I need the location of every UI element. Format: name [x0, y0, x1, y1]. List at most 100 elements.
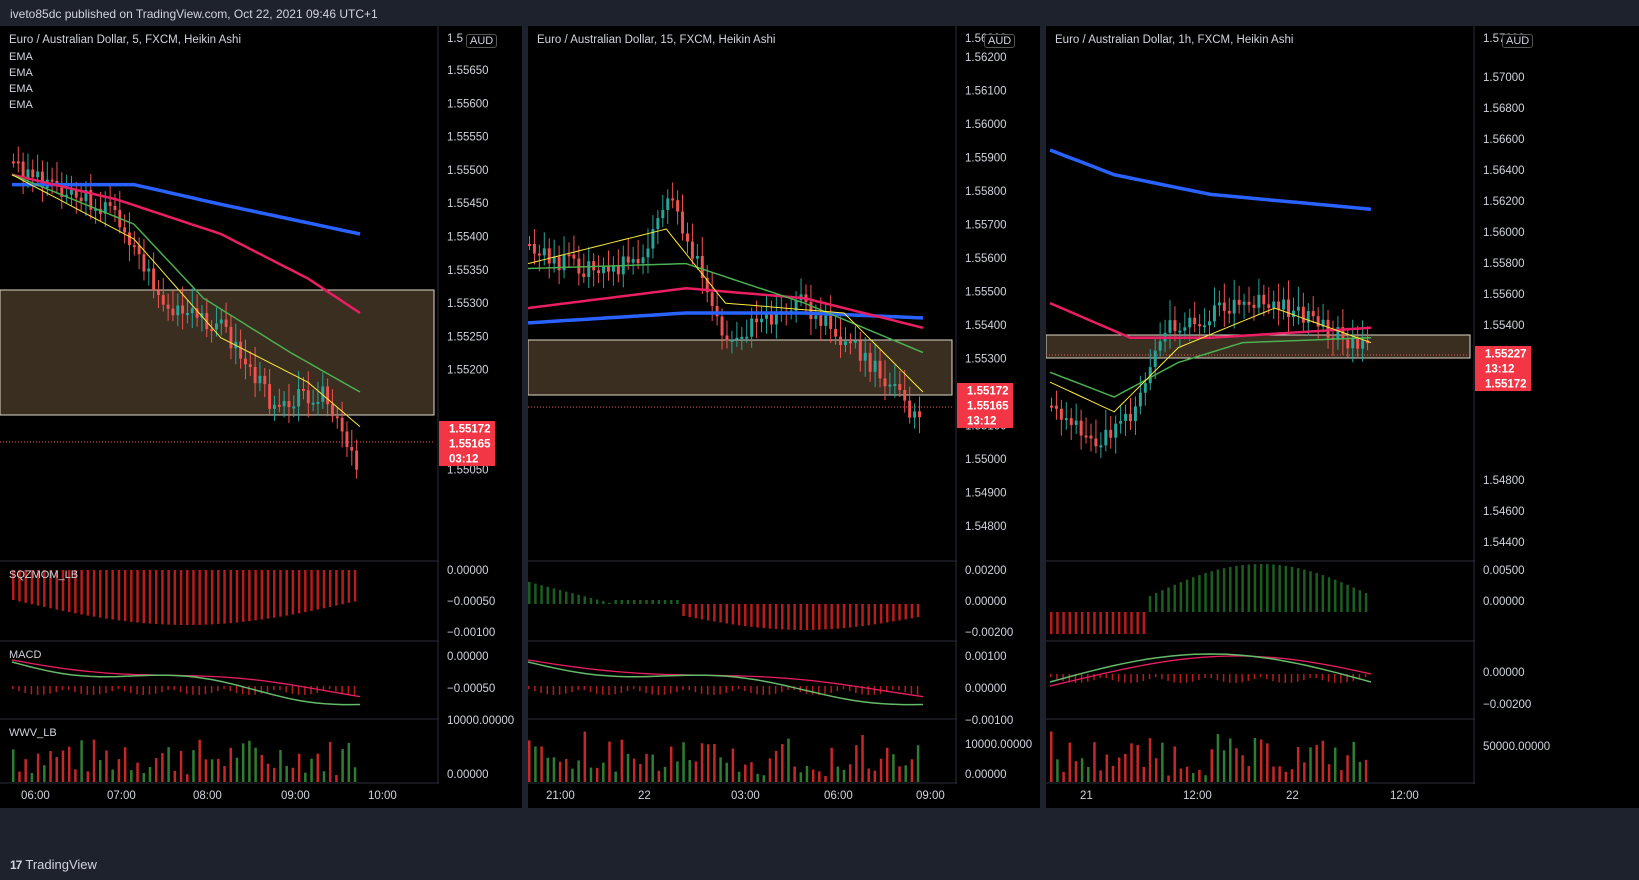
- candle-body: [253, 367, 257, 384]
- volume-bar: [186, 774, 189, 782]
- macd-bar: [86, 686, 89, 695]
- sqz-tick: 0.00000: [1483, 596, 1525, 608]
- price-badge-bg: [439, 451, 495, 466]
- currency-label[interactable]: AUD: [984, 34, 1016, 48]
- candle-body: [814, 315, 818, 319]
- time-tick: 12:00: [1183, 790, 1212, 802]
- indicator-label-sqz[interactable]: SQZMOM_LB: [9, 569, 79, 581]
- candle-body: [1074, 420, 1078, 425]
- macd-bar: [1179, 674, 1182, 683]
- candle-body: [557, 256, 561, 271]
- price-tick: 1.55550: [447, 132, 489, 144]
- macd-bar: [1185, 674, 1188, 683]
- candle-body: [1311, 311, 1315, 317]
- price-badge-text: 1.55172: [1485, 379, 1527, 391]
- indicator-label-macd[interactable]: MACD: [9, 649, 42, 661]
- sqz-bar: [1358, 590, 1362, 612]
- candle-body: [335, 416, 339, 419]
- macd-bar: [1136, 674, 1138, 683]
- volume-bar: [811, 769, 815, 782]
- candle-body: [1094, 438, 1098, 447]
- candle-body: [277, 404, 281, 407]
- ema-legend-label[interactable]: EMA: [9, 83, 33, 95]
- price-tick: 1.55900: [965, 153, 1007, 165]
- candle-body: [1356, 338, 1360, 349]
- macd-bar: [297, 686, 300, 695]
- volume-bar: [130, 770, 133, 782]
- time-tick: 06:00: [21, 790, 50, 802]
- macd-bar: [111, 686, 113, 692]
- macd-bar: [241, 686, 244, 695]
- volume-bar: [595, 767, 599, 782]
- sqz-bar: [626, 600, 630, 604]
- macd-bar: [614, 686, 616, 695]
- volume-bar: [836, 766, 840, 782]
- macd-bar: [1364, 674, 1367, 678]
- macd-bar: [1191, 674, 1194, 682]
- candle-body: [1129, 413, 1132, 422]
- volume-bar: [1352, 741, 1355, 782]
- chart-panel-1h[interactable]: 1.572001.570001.568001.566001.564001.562…: [1046, 26, 1639, 808]
- candle-body: [1173, 320, 1177, 332]
- price-tick: 1.55600: [965, 253, 1007, 265]
- volume-bar: [1167, 775, 1170, 782]
- chart-panel-15m[interactable]: 1.563001.562001.561001.560001.559001.558…: [528, 26, 1040, 808]
- volume-bar: [1099, 770, 1102, 782]
- chart-title[interactable]: Euro / Australian Dollar, 1h, FXCM, Heik…: [1055, 34, 1294, 46]
- candle-body: [769, 313, 773, 325]
- candle-body: [1138, 392, 1142, 407]
- currency-label[interactable]: AUD: [1502, 34, 1534, 48]
- sqz-bar: [136, 570, 139, 623]
- macd-bar: [18, 686, 20, 692]
- price-badge-text: 1.55172: [449, 424, 491, 436]
- price-badge-text: 13:12: [1485, 364, 1514, 376]
- sqz-bar: [12, 570, 15, 600]
- candle-body: [74, 189, 78, 198]
- volume-bar: [1117, 757, 1121, 782]
- indicator-label-wwv[interactable]: WWV_LB: [9, 727, 57, 739]
- macd-bar: [688, 686, 690, 691]
- sqz-bar: [1093, 612, 1096, 634]
- volume-bar: [892, 754, 895, 782]
- macd-bar: [910, 686, 913, 694]
- currency-label[interactable]: AUD: [466, 34, 498, 48]
- volume-bar: [793, 766, 796, 782]
- macd-bar: [74, 686, 76, 693]
- ema-legend-label[interactable]: EMA: [9, 51, 33, 63]
- volume-bar: [589, 767, 593, 782]
- sqz-bar: [1364, 593, 1368, 612]
- macd-bar: [1358, 674, 1361, 680]
- candle-body: [350, 446, 354, 451]
- volume-bar: [898, 766, 901, 782]
- macd-tick: −0.00100: [965, 715, 1013, 727]
- candle-body: [720, 316, 724, 336]
- sqz-bar: [1229, 566, 1232, 612]
- sqz-bar: [223, 570, 226, 624]
- sqz-bar: [1222, 568, 1226, 612]
- sqz-bar: [546, 586, 550, 604]
- macd-bar: [136, 686, 138, 695]
- macd-bar: [682, 686, 684, 691]
- chart-panel-5m[interactable]: 1.5 1.55650 1.55600 1.55550 1.55500 1.55450 1.…: [0, 26, 522, 808]
- price-tick: 1.55000: [965, 454, 1007, 466]
- chart-title[interactable]: Euro / Australian Dollar, 5, FXCM, Heiki…: [9, 34, 242, 46]
- volume-bar: [229, 747, 232, 782]
- time-tick: 22: [1286, 790, 1299, 802]
- volume-bar: [12, 749, 15, 782]
- candle-body: [326, 386, 330, 405]
- volume-bar: [55, 757, 58, 782]
- price-tick: 1.55400: [447, 232, 489, 244]
- chart-title[interactable]: Euro / Australian Dollar, 15, FXCM, Heik…: [537, 34, 776, 46]
- sqz-bar: [1050, 612, 1053, 634]
- sqz-bar: [1340, 582, 1343, 612]
- tradingview-logo[interactable]: 17 TradingView: [10, 857, 97, 872]
- price-badge: 03:12: [439, 451, 495, 466]
- ema-legend-label[interactable]: EMA: [9, 67, 33, 79]
- sqz-bar: [657, 600, 661, 604]
- ema-legend-label[interactable]: EMA: [9, 99, 33, 111]
- macd-bar: [179, 686, 182, 693]
- macd-bar: [1303, 674, 1305, 681]
- volume-bar: [651, 754, 654, 782]
- candle-body: [113, 205, 117, 210]
- volume-bar: [1210, 749, 1213, 782]
